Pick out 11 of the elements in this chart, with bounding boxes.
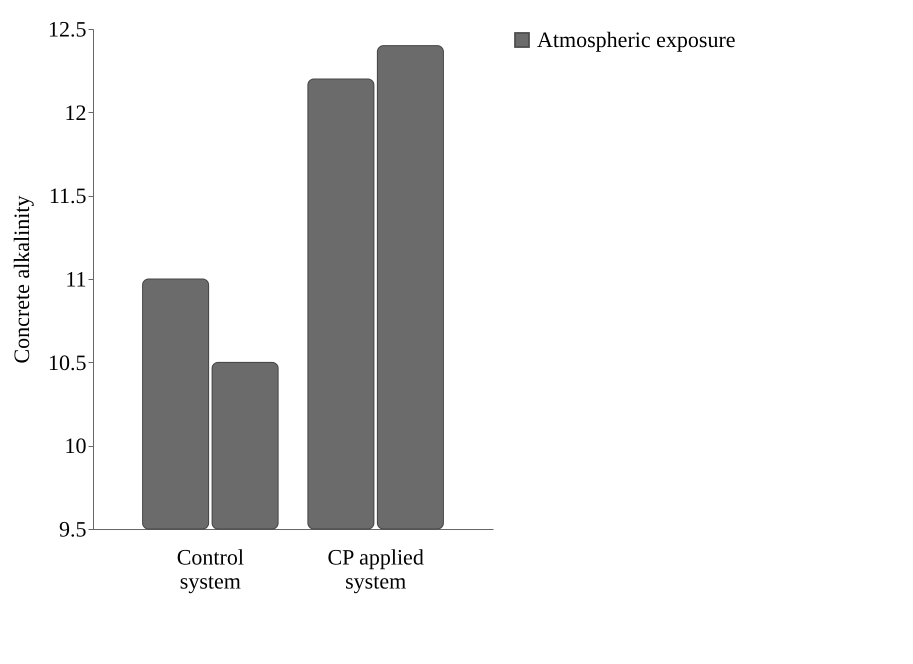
legend-label: Atmospheric exposure bbox=[537, 27, 736, 52]
y-tick-label: 12.5 bbox=[48, 16, 86, 42]
y-tick-label: 12 bbox=[64, 100, 86, 125]
y-tick-label: 11 bbox=[65, 266, 86, 292]
y-tick-label: 9.5 bbox=[59, 516, 86, 542]
y-tick-label: 10.5 bbox=[48, 350, 86, 375]
x-tick-label: CP applied system bbox=[327, 544, 424, 594]
y-tick-label: 11.5 bbox=[48, 183, 86, 208]
y-axis-title: Concrete alkalinity bbox=[9, 196, 34, 364]
x-tick-label: Control system bbox=[176, 544, 244, 594]
y-tick-label: 10 bbox=[64, 433, 86, 458]
